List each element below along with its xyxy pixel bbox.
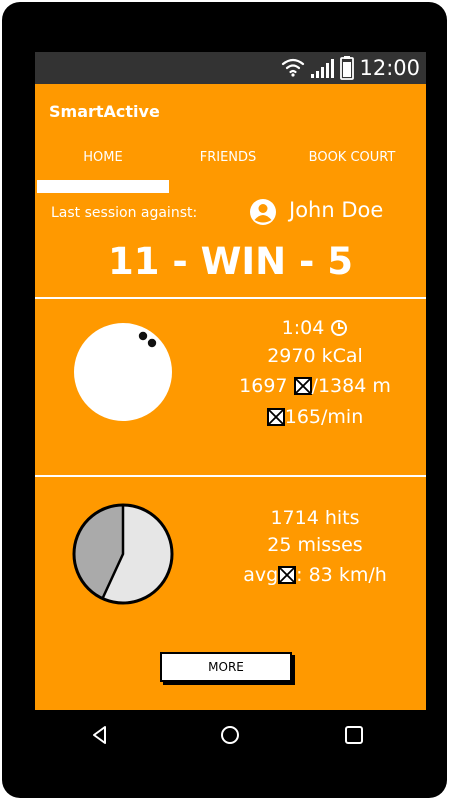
user-avatar-icon[interactable] xyxy=(249,198,277,226)
distance-stat: 1697 /1384 m xyxy=(215,374,415,398)
status-icons xyxy=(281,56,354,80)
active-tab-indicator xyxy=(37,180,169,193)
app-title: SmartActive xyxy=(49,102,160,121)
app-screen: 12:00 SmartActive HOME FRIENDS BOOK COUR… xyxy=(35,52,426,758)
status-time: 12:00 xyxy=(359,56,420,80)
recent-apps-icon[interactable] xyxy=(343,724,365,746)
back-icon[interactable] xyxy=(89,724,111,746)
session-score: 11 - WIN - 5 xyxy=(107,240,354,283)
duration-value: 1:04 xyxy=(281,317,325,339)
pie-outline xyxy=(72,503,174,605)
pie-slice-boundary xyxy=(101,505,125,600)
avg-speed-stat: avg : 83 km/h xyxy=(215,563,415,587)
divider xyxy=(35,297,426,299)
image-placeholder-icon xyxy=(293,377,312,395)
pie-slice-dark xyxy=(74,505,123,599)
last-session-label: Last session against: xyxy=(51,205,198,221)
tab-friends[interactable]: FRIENDS xyxy=(199,150,257,165)
image-placeholder-icon xyxy=(278,566,297,584)
hits-pie-chart xyxy=(72,503,174,605)
duration-stat: 1:04 xyxy=(215,316,415,340)
distance-value-a: 1697 xyxy=(239,375,288,397)
calories-stat: 2970 kCal xyxy=(267,345,363,367)
avg-value: : 83 km/h xyxy=(296,564,387,586)
rate-value: 165/min xyxy=(284,406,364,428)
distance-value-b: /1384 m xyxy=(311,375,391,397)
divider xyxy=(35,475,426,477)
battery-icon xyxy=(340,56,354,80)
hits-stat: 1714 hits xyxy=(270,507,360,529)
home-icon[interactable] xyxy=(219,724,241,746)
bowling-ball-icon xyxy=(74,323,172,421)
status-bar: 12:00 xyxy=(35,52,426,84)
rate-stat: 165/min xyxy=(215,405,415,429)
clock-icon xyxy=(331,320,348,336)
tab-home[interactable]: HOME xyxy=(83,150,123,165)
tab-book-court[interactable]: BOOK COURT xyxy=(308,150,396,165)
navigation-bar xyxy=(35,710,426,758)
wifi-icon xyxy=(281,58,305,77)
avg-prefix: avg xyxy=(243,564,279,586)
opponent-name[interactable]: John Doe xyxy=(289,198,384,222)
signal-icon xyxy=(311,59,334,78)
misses-stat: 25 misses xyxy=(267,534,363,556)
image-placeholder-icon xyxy=(266,408,285,426)
more-button[interactable]: MORE xyxy=(160,652,292,682)
